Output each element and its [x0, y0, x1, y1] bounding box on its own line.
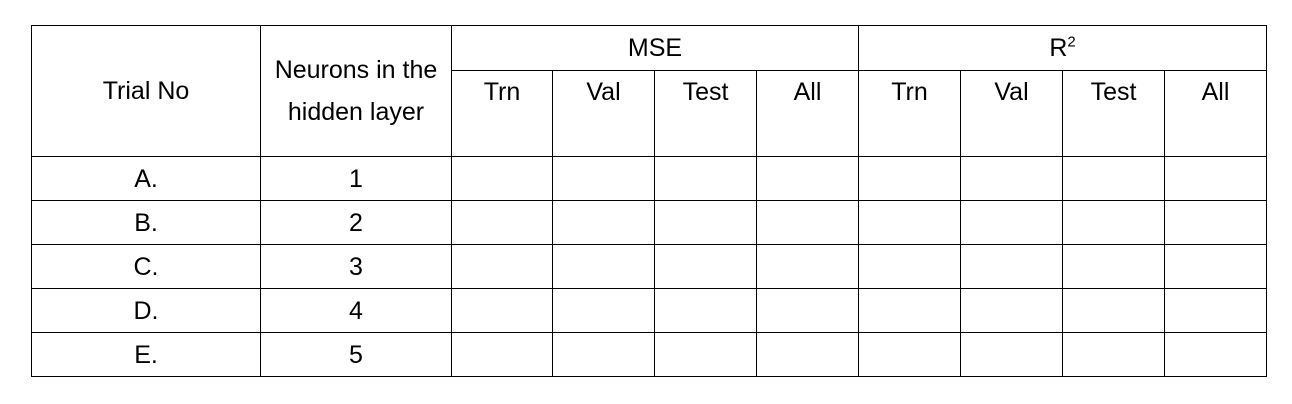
- subheader-mse-trn: Trn: [451, 70, 553, 157]
- cell-r2-all: [1163, 332, 1268, 377]
- cell-trial: A.: [31, 156, 261, 201]
- table-row: C. 3: [31, 244, 1268, 289]
- cell-neurons: 4: [260, 288, 452, 333]
- cell-r2-test: [1062, 288, 1165, 333]
- cell-neurons: 3: [260, 244, 452, 289]
- cell-neurons: 1: [260, 156, 452, 201]
- subheader-mse-test: Test: [654, 70, 757, 157]
- header-mse: MSE: [451, 25, 859, 71]
- cell-r2-val: [960, 200, 1063, 245]
- header-r2-base: R: [1049, 34, 1068, 62]
- cell-mse-trn: [451, 288, 553, 333]
- cell-r2-trn: [858, 200, 961, 245]
- cell-mse-all: [756, 288, 859, 333]
- cell-mse-all: [756, 200, 859, 245]
- cell-r2-all: [1163, 288, 1268, 333]
- table-row: D. 4: [31, 288, 1268, 333]
- cell-mse-val: [552, 288, 655, 333]
- cell-trial: E.: [31, 332, 261, 377]
- results-table: Trial No Neurons in the hidden layer MSE…: [31, 25, 1268, 377]
- table-row: A. 1: [31, 156, 1268, 201]
- cell-trial: C.: [31, 244, 261, 289]
- table-row: E. 5: [31, 332, 1268, 377]
- cell-mse-test: [654, 156, 757, 201]
- header-r2-superscript: 2: [1067, 33, 1076, 51]
- header-neurons: Neurons in the hidden layer: [260, 25, 452, 157]
- cell-mse-val: [552, 156, 655, 201]
- cell-r2-test: [1062, 200, 1165, 245]
- cell-trial: D.: [31, 288, 261, 333]
- cell-mse-trn: [451, 200, 553, 245]
- header-row: Trial No Neurons in the hidden layer MSE…: [31, 25, 1268, 157]
- cell-mse-test: [654, 288, 757, 333]
- subheader-r2-test: Test: [1062, 70, 1165, 157]
- table-row: B. 2: [31, 200, 1268, 245]
- subheader-r2-trn: Trn: [858, 70, 961, 157]
- cell-mse-test: [654, 200, 757, 245]
- cell-mse-all: [756, 332, 859, 377]
- cell-mse-trn: [451, 332, 553, 377]
- header-r2: R2: [857, 25, 1268, 71]
- cell-r2-test: [1062, 244, 1165, 289]
- cell-mse-all: [756, 244, 859, 289]
- cell-mse-trn: [451, 156, 553, 201]
- cell-r2-val: [960, 156, 1063, 201]
- cell-mse-test: [654, 244, 757, 289]
- cell-mse-val: [552, 332, 655, 377]
- cell-r2-trn: [858, 244, 961, 289]
- cell-r2-trn: [858, 332, 961, 377]
- cell-r2-trn: [858, 288, 961, 333]
- cell-mse-all: [756, 156, 859, 201]
- subheader-mse-val: Val: [552, 70, 655, 157]
- cell-r2-all: [1163, 156, 1268, 201]
- cell-mse-trn: [451, 244, 553, 289]
- cell-mse-val: [552, 200, 655, 245]
- cell-r2-trn: [858, 156, 961, 201]
- cell-r2-val: [960, 332, 1063, 377]
- subheader-r2-all: All: [1163, 70, 1268, 157]
- cell-mse-val: [552, 244, 655, 289]
- cell-r2-val: [960, 288, 1063, 333]
- cell-mse-test: [654, 332, 757, 377]
- cell-neurons: 2: [260, 200, 452, 245]
- cell-r2-test: [1062, 332, 1165, 377]
- subheader-mse-all: All: [756, 70, 859, 157]
- header-trial-no: Trial No: [31, 25, 261, 157]
- cell-neurons: 5: [260, 332, 452, 377]
- cell-trial: B.: [31, 200, 261, 245]
- cell-r2-all: [1163, 200, 1268, 245]
- cell-r2-test: [1062, 156, 1165, 201]
- cell-r2-all: [1163, 244, 1268, 289]
- cell-r2-val: [960, 244, 1063, 289]
- subheader-r2-val: Val: [960, 70, 1063, 157]
